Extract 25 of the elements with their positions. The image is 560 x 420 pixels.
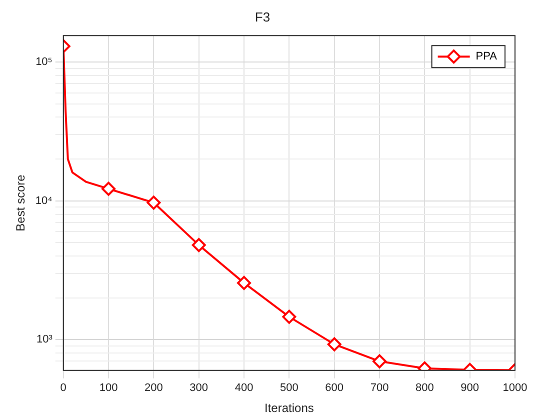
y-axis-title: Best score [14,174,28,232]
x-tick-label: 700 [370,382,389,394]
x-tick-label: 800 [415,382,434,394]
point [327,337,342,352]
legend-label: PPA [476,50,498,63]
y-tick-label: 10³ [36,334,53,346]
point [237,276,252,290]
point [372,354,387,368]
x-tick-label: 200 [144,382,163,394]
point [146,196,161,210]
x-tick-label: 400 [234,382,254,394]
point [282,310,296,324]
x-tick-label: 100 [99,382,118,394]
x-tick-label: 300 [190,382,208,394]
chart-title: F3 [254,9,270,24]
y-tick-label: 10⁴ [35,194,53,207]
point [192,238,206,252]
x-tick-label: 500 [280,382,298,394]
point [102,182,116,196]
x-tick-label: 900 [460,382,480,394]
x-tick-label: 600 [325,382,344,394]
x-tick-label: 0 [60,382,66,394]
y-tick-label: 10⁵ [36,56,52,68]
x-axis-title: Iterations [264,401,314,416]
x-tick-label: 1000 [502,382,528,394]
